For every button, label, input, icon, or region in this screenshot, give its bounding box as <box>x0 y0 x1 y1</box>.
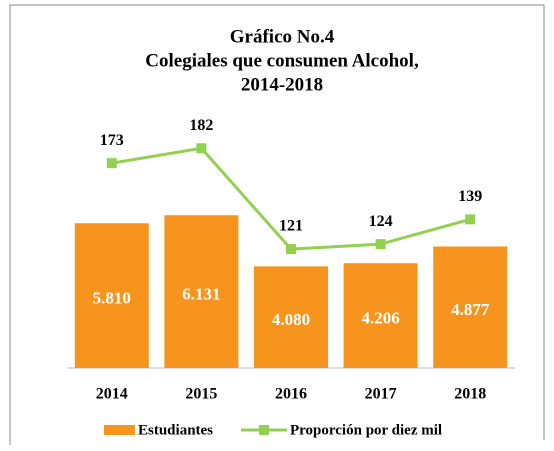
x-tick-label: 2017 <box>365 386 397 403</box>
value-label: 139 <box>458 188 482 205</box>
value-label: 124 <box>369 213 393 230</box>
bar <box>254 266 328 368</box>
value-label: 5.810 <box>93 289 131 308</box>
bar <box>433 246 508 368</box>
value-label: 6.131 <box>182 285 220 304</box>
legend-label: Estudiantes <box>138 422 213 438</box>
legend-swatch <box>259 425 269 435</box>
chart-title: Gráfico No.4 <box>230 26 335 47</box>
frame <box>9 4 545 445</box>
x-tick-label: 2015 <box>185 386 217 403</box>
x-tick-label: 2014 <box>96 386 128 403</box>
legend-label: Proporción por diez mil <box>290 422 442 438</box>
value-label: 4.877 <box>451 300 490 319</box>
x-tick-label: 2018 <box>454 386 486 403</box>
line-marker <box>375 239 386 250</box>
line-marker <box>196 143 207 154</box>
bar <box>164 215 239 368</box>
chart-title: 2014-2018 <box>241 74 323 95</box>
chart-title: Colegiales que consumen Alcohol, <box>145 50 419 71</box>
x-tick-label: 2016 <box>275 386 307 403</box>
bar <box>74 223 149 368</box>
value-label: 173 <box>100 132 124 149</box>
value-label: 4.080 <box>272 310 310 329</box>
value-label: 121 <box>279 218 303 235</box>
legend-swatch <box>104 425 135 435</box>
line-marker <box>465 214 476 225</box>
value-label: 4.206 <box>361 309 399 328</box>
value-label: 182 <box>189 117 213 134</box>
line-marker <box>286 244 296 255</box>
bar <box>343 263 418 368</box>
line-marker <box>106 158 117 169</box>
